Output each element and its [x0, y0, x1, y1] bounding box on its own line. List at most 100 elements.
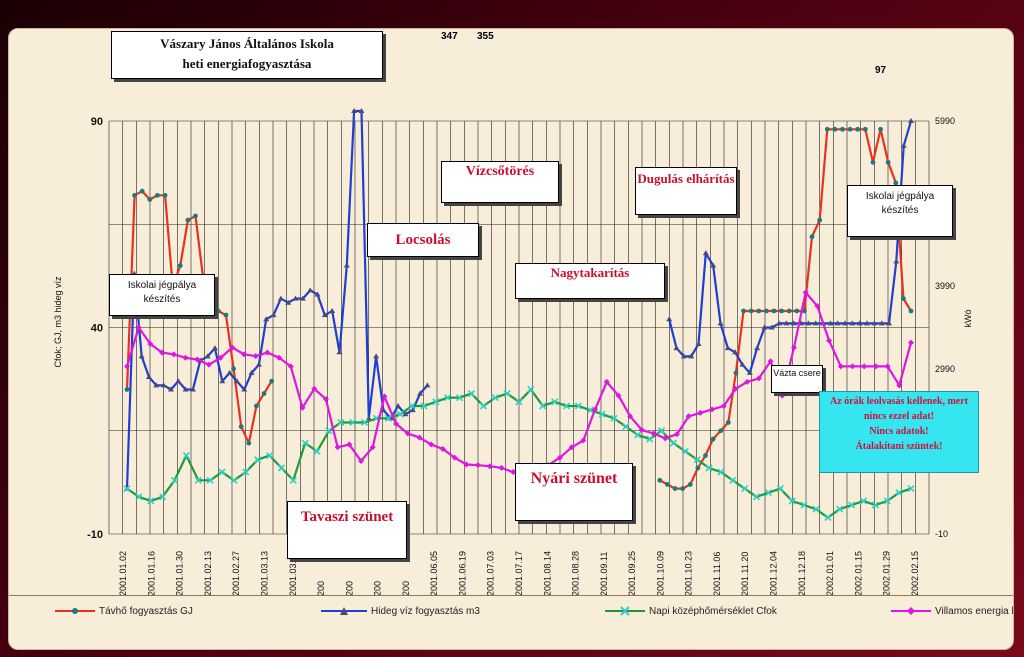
title-line-1: Vászary János Általános Iskola: [160, 36, 334, 51]
point-heating: [847, 126, 853, 132]
point-electricity: [252, 353, 259, 360]
point-electricity: [662, 435, 669, 442]
point-heating: [771, 308, 777, 314]
point-heating: [718, 428, 724, 434]
point-electricity: [241, 351, 248, 358]
point-temperature: [420, 402, 428, 410]
annotation-summer-break: Nyári szünet: [515, 463, 633, 521]
point-heating: [177, 263, 183, 268]
point-temperature: [895, 489, 903, 497]
point-heating: [802, 308, 807, 314]
annotation-watering-text: Locsolás: [395, 232, 451, 248]
point-heating: [665, 482, 670, 487]
point-electricity: [311, 385, 318, 392]
point-electricity: [720, 402, 727, 409]
point-cold-water: [365, 415, 372, 421]
point-cold-water: [167, 386, 174, 392]
point-temperature: [242, 468, 250, 476]
point-electricity: [884, 363, 891, 370]
point-heating: [870, 159, 876, 165]
point-electricity: [135, 324, 142, 331]
point-electricity: [229, 344, 236, 351]
point-temperature: [669, 439, 677, 447]
point-temperature: [610, 414, 618, 422]
x-tick-label: 2001.06.05: [429, 551, 439, 596]
point-electricity: [486, 463, 493, 470]
point-electricity: [744, 378, 751, 385]
point-temperature: [776, 485, 784, 493]
x-tick-label: 2001.01.02: [118, 551, 128, 596]
point-cold-water: [160, 382, 167, 388]
point-heating: [246, 440, 252, 446]
point-temperature: [135, 493, 143, 501]
point-cold-water: [842, 320, 849, 326]
x-tick-label: 200: [344, 581, 354, 596]
legend-swatch-heating: [55, 608, 95, 614]
point-temperature: [479, 402, 487, 410]
point-heating: [900, 296, 906, 301]
point-cold-water: [241, 386, 248, 392]
point-temperature: [527, 385, 535, 394]
x-tick-label: 2001.03.27: [288, 551, 298, 596]
point-heating: [139, 188, 145, 194]
point-heating: [132, 192, 138, 198]
point-temperature: [800, 501, 808, 509]
point-cold-water: [175, 378, 182, 384]
x-tick-label: 2001.08.14: [542, 551, 552, 596]
point-temperature: [337, 418, 345, 427]
point-electricity: [650, 430, 657, 437]
point-cold-water: [285, 299, 292, 305]
y-left-tick-label: -10: [87, 529, 103, 541]
point-heating: [779, 308, 785, 314]
point-cold-water: [219, 378, 226, 384]
point-electricity: [697, 409, 704, 416]
point-electricity: [580, 437, 587, 444]
legend-label-electricity: Villamos energia kWó: [935, 605, 1013, 617]
notice-line-3: Átalakítani szüntek!: [855, 441, 943, 452]
annotation-ice-rink-2-text: Iskolai jégpálya készítés: [865, 191, 935, 216]
point-heating: [703, 453, 708, 458]
point-electricity: [381, 393, 388, 400]
point-cold-water: [343, 262, 350, 268]
point-temperature: [301, 439, 309, 447]
point-electricity: [861, 363, 868, 370]
point-temperature: [681, 447, 689, 455]
point-temperature: [289, 476, 297, 484]
point-temperature: [574, 402, 582, 410]
annotation-watering: Locsolás: [367, 223, 479, 257]
point-temperature: [182, 451, 190, 460]
point-electricity: [404, 430, 411, 437]
point-heating: [147, 197, 153, 202]
point-cold-water: [724, 345, 731, 351]
x-tick-label: 2001.11.06: [712, 552, 722, 596]
point-cold-water: [402, 411, 409, 417]
point-temperature: [634, 431, 642, 439]
point-electricity: [615, 392, 622, 399]
point-temperature: [408, 402, 416, 410]
point-heating: [155, 192, 160, 198]
point-cold-water: [864, 320, 871, 326]
point-electricity: [299, 404, 306, 411]
x-tick-label: 2001.01.30: [175, 551, 185, 596]
point-heating: [687, 482, 693, 487]
point-temperature: [622, 423, 630, 431]
point-electricity: [205, 361, 212, 368]
point-heating: [680, 486, 686, 491]
point-heating: [855, 126, 861, 132]
point-cold-water: [849, 320, 856, 326]
point-temperature: [717, 468, 725, 476]
point-electricity: [182, 354, 189, 361]
y-right-tick-label: 5990: [935, 116, 955, 126]
x-tick-label: 2001.02.13: [203, 551, 213, 596]
point-temperature: [871, 501, 879, 509]
annotation-ice-rink-1: Iskolai jégpálya készítés: [109, 274, 215, 316]
point-electricity: [334, 444, 341, 451]
point-electricity: [287, 363, 294, 370]
point-heating: [893, 180, 899, 186]
point-heating: [756, 308, 762, 314]
point-cold-water: [695, 341, 702, 347]
legend-label-cold-water: Hideg víz fogyasztás m3: [371, 605, 480, 617]
y-right-axis-label: kWó: [963, 310, 973, 328]
annotation-spring-break-text: Tavaszi szünet: [300, 509, 394, 525]
